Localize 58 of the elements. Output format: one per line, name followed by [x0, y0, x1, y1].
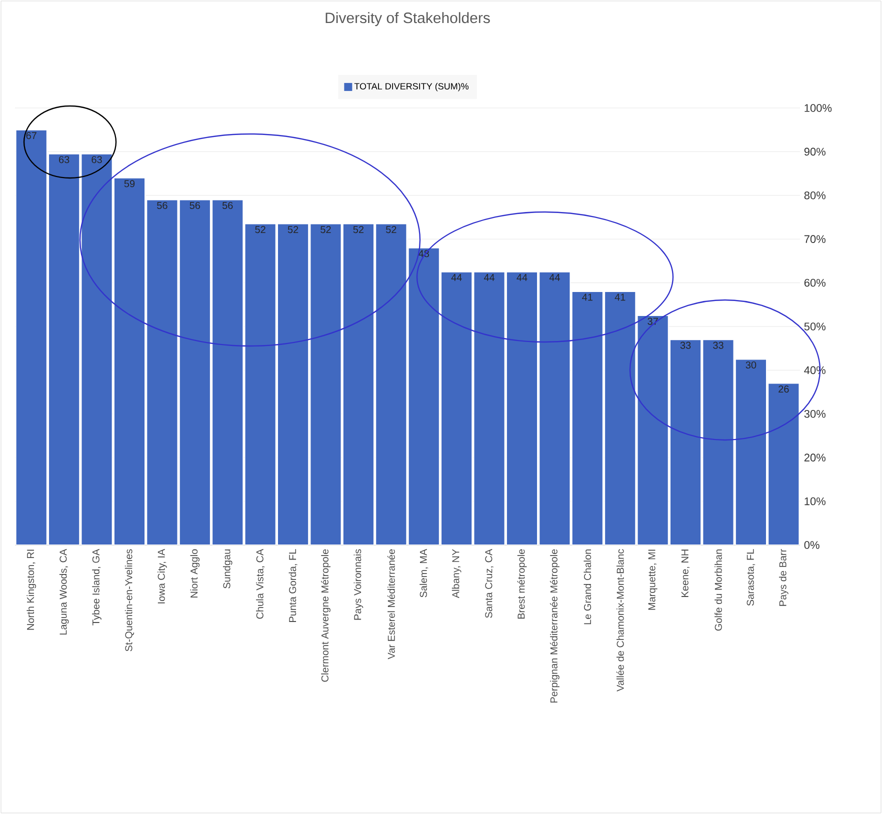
text: 44 [516, 274, 528, 281]
x-tick-label: Laguna Woods, CA [59, 548, 69, 635]
y-tick-label: 100% [804, 104, 832, 112]
x-tick-label: Sarasota, FL [746, 549, 756, 606]
text: 52 [288, 226, 298, 234]
x-tick-label: Le Grand Chalon [584, 550, 592, 624]
x-tick-label: Perpignan Méditerranée Métropole [550, 549, 560, 703]
y-tick-label: 50% [804, 322, 826, 330]
text: 41 [614, 294, 626, 301]
y-tick-label: 90% [804, 148, 826, 156]
chart-title: Diversity of Stakeholders [326, 12, 490, 26]
x-tick-label: Niort Agglo [190, 549, 200, 598]
x-tick-label: Pays de Barr [778, 549, 788, 606]
x-tick-label: Marquette, MI [648, 550, 658, 610]
x-tick-label: Punta Gorda, FL [288, 549, 298, 622]
text: 56 [190, 202, 200, 210]
text: 52 [255, 226, 266, 234]
x-tick-label: Sundgau [222, 550, 232, 588]
x-tick-label: Tybee Island, GA [92, 548, 102, 626]
x-tick-label: Var Esterel Méditerranée [387, 549, 395, 660]
x-tick-label: Chula Vista, CA [256, 548, 265, 619]
text: 63 [59, 156, 70, 164]
text: 63 [92, 156, 102, 164]
x-tick-label: Albany, NY [452, 549, 462, 598]
text: 41 [582, 294, 592, 301]
x-tick-label: Keene, NH [681, 550, 690, 597]
text: 52 [386, 226, 396, 234]
text: 33 [713, 342, 724, 349]
text: TOTAL DIVERSITY (SUM)% [354, 82, 469, 92]
text: 44 [451, 274, 462, 281]
text: 44 [484, 274, 495, 281]
x-tick-label: Pays Voironnais [354, 549, 364, 620]
x-tick-label: Vallée de Chamonix-Mont-Blanc [616, 549, 624, 692]
y-tick-label: 10% [804, 497, 826, 506]
x-tick-label: Brest métropole [517, 549, 527, 619]
x-tick-label: Salem, MA [420, 548, 428, 598]
text: 44 [549, 274, 560, 281]
text: 52 [320, 226, 331, 234]
x-tick-label: North Kingston, RI [26, 550, 36, 630]
y-tick-label: 0% [804, 541, 820, 549]
x-tick-label: Santa Cruz, CA [485, 548, 494, 618]
x-tick-label: Golfe du Morbihan [714, 550, 722, 631]
y-tick-label: 20% [804, 454, 826, 462]
y-tick-label: 80% [804, 191, 826, 200]
y-tick-label: 30% [804, 410, 826, 418]
text: 56 [222, 202, 233, 210]
text: 26 [778, 385, 789, 393]
text: 59 [124, 180, 135, 188]
y-tick-label: 60% [804, 278, 826, 287]
text: 33 [680, 342, 691, 349]
text: 67 [26, 132, 36, 140]
text: 52 [353, 226, 364, 234]
y-tick-label: 70% [804, 235, 826, 243]
text: 30 [746, 361, 756, 369]
x-tick-label: St-Quentin-en-Yvelines [124, 549, 134, 652]
text: 56 [157, 202, 168, 210]
x-tick-label: Clermont Auvergne Métropole [321, 549, 330, 682]
x-tick-label: Iowa City, IA [158, 548, 167, 604]
